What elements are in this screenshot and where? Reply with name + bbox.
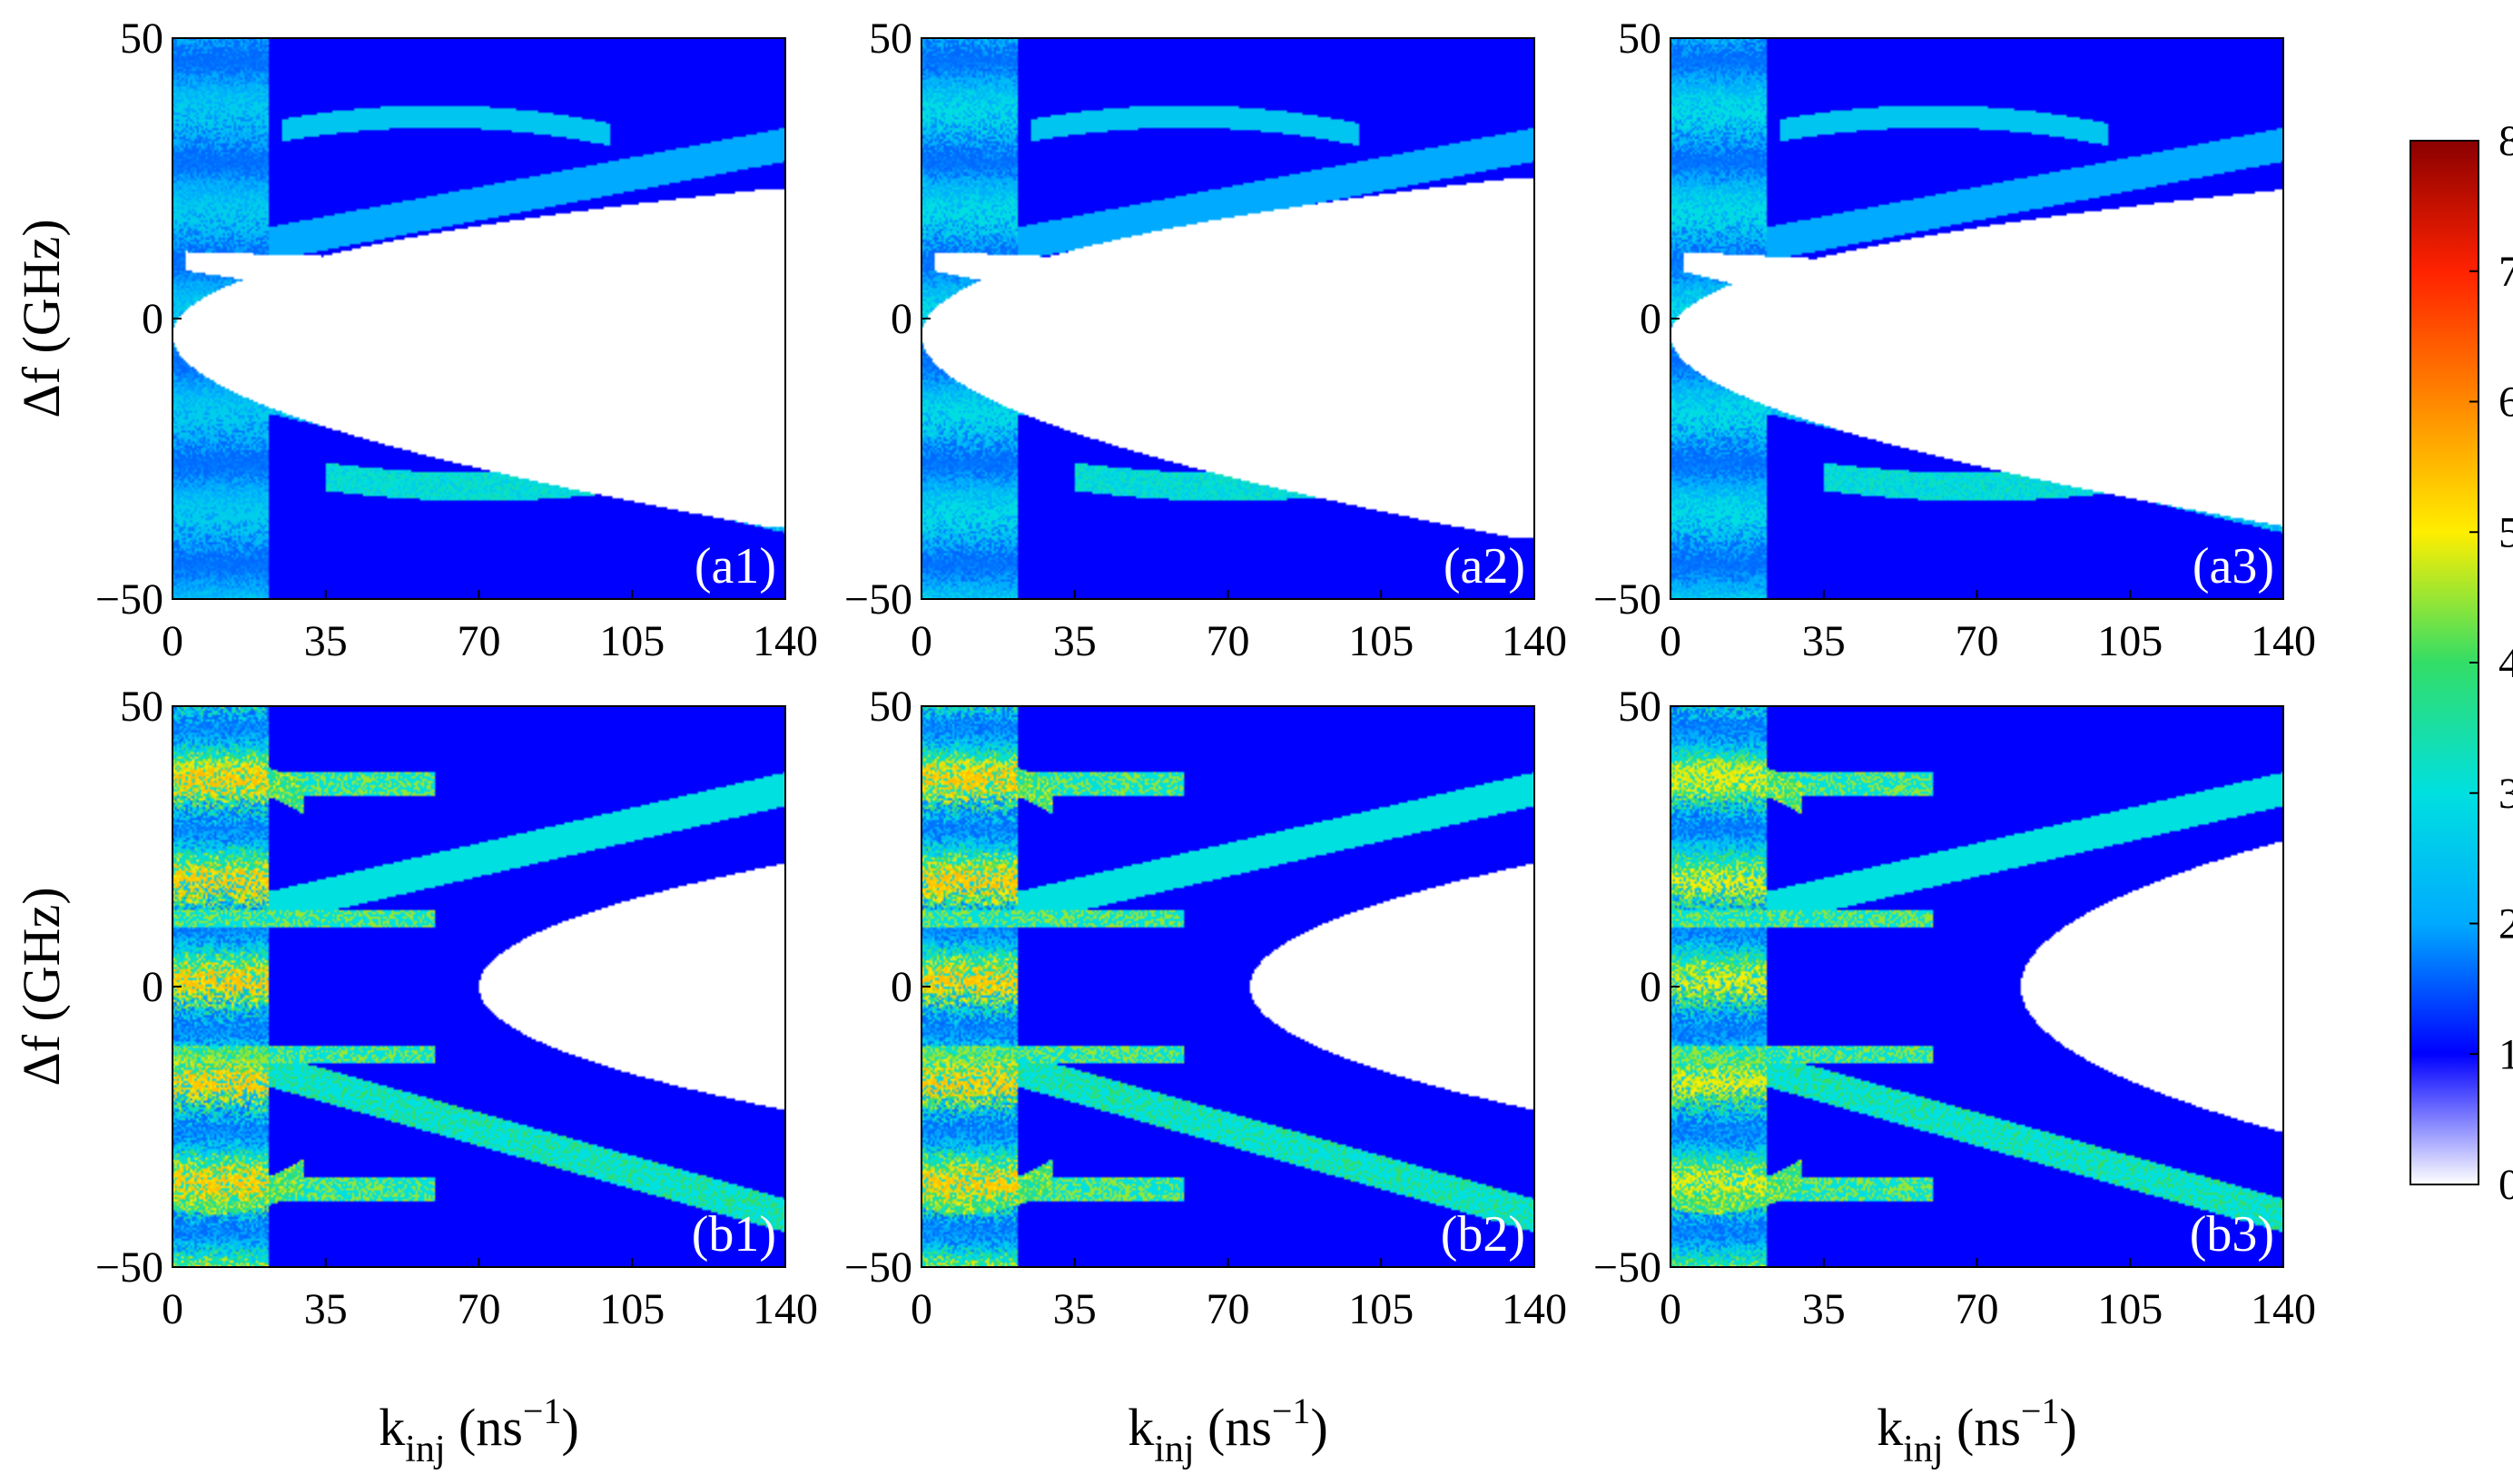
x-tick-label: 35 [304, 1285, 348, 1333]
colorbar-tick-label: 5 [2498, 508, 2513, 556]
colorbar: 0 1 2 3 4 5 6 7 8 [2410, 117, 2513, 1209]
y-tick-label: 50 [1618, 15, 1661, 63]
panel-label: (b2) [1441, 1206, 1525, 1263]
y-tick-label: 0 [1640, 295, 1661, 343]
panel-label: (b3) [2190, 1206, 2274, 1263]
y-tick-label: 0 [891, 295, 912, 343]
x-tick-label: 0 [1660, 1285, 1681, 1333]
y-tick-label: −50 [95, 575, 163, 624]
colorbar-bar [2410, 140, 2479, 1185]
x-tick-label: 70 [1956, 617, 1999, 665]
y-tick-label: 50 [120, 683, 163, 731]
heatmap-image [172, 706, 785, 1267]
colorbar-tick-label: 8 [2498, 117, 2513, 165]
x-tick-label: 70 [1207, 1285, 1250, 1333]
x-tick-label: 105 [1348, 1285, 1414, 1333]
x-tick-label: 105 [1348, 617, 1414, 665]
x-tick-label: 0 [1660, 617, 1681, 665]
y-tick-label: 50 [120, 15, 163, 63]
colorbar-tick-label: 3 [2498, 770, 2513, 818]
y-tick-label: −50 [844, 575, 912, 624]
x-tick-label: 0 [911, 617, 932, 665]
x-tick-label: 140 [2251, 617, 2316, 665]
colorbar-tick-label: 1 [2498, 1030, 2513, 1078]
y-tick-label: 50 [869, 683, 912, 731]
x-tick-label: 140 [1502, 1285, 1567, 1333]
x-tick-label: 70 [1207, 617, 1250, 665]
panel-label: (b1) [692, 1206, 776, 1263]
x-tick-label: 35 [1053, 1285, 1097, 1333]
panel-label: (a2) [1444, 538, 1525, 595]
heatmap-image [1670, 706, 2283, 1267]
x-tick-label: 105 [599, 1285, 665, 1333]
x-tick-label: 70 [458, 617, 501, 665]
x-axis-label: kinj (ns−1) [1877, 1391, 2077, 1470]
colorbar-tick-label: 2 [2498, 900, 2513, 948]
x-axis-label: kinj (ns−1) [1128, 1391, 1328, 1470]
heatmap-image [1670, 38, 2283, 599]
y-tick-label: 50 [1618, 683, 1661, 731]
y-tick-label: −50 [95, 1243, 163, 1292]
y-axis-label: Δf (GHz) [12, 219, 71, 418]
panel-label: (a1) [695, 538, 776, 595]
x-tick-label: 140 [2251, 1285, 2316, 1333]
y-tick-label: −50 [1593, 575, 1661, 624]
colorbar-tick-label: 6 [2498, 378, 2513, 427]
x-axis-label: kinj (ns−1) [379, 1391, 579, 1470]
x-tick-label: 140 [753, 1285, 818, 1333]
x-tick-label: 105 [2097, 617, 2163, 665]
heatmap-image [921, 706, 1534, 1267]
y-tick-label: −50 [844, 1243, 912, 1292]
y-axis-label: Δf (GHz) [12, 887, 71, 1086]
x-tick-label: 35 [304, 617, 348, 665]
x-tick-label: 35 [1802, 1285, 1846, 1333]
x-tick-label: 140 [1502, 617, 1567, 665]
x-tick-label: 70 [1956, 1285, 1999, 1333]
y-tick-label: 50 [869, 15, 912, 63]
y-tick-label: 0 [891, 963, 912, 1011]
x-tick-label: 35 [1053, 617, 1097, 665]
x-tick-label: 0 [911, 1285, 932, 1333]
panel-label: (a3) [2193, 538, 2274, 595]
y-tick-label: −50 [1593, 1243, 1661, 1292]
x-tick-label: 140 [753, 617, 818, 665]
y-tick-label: 0 [1640, 963, 1661, 1011]
x-tick-label: 0 [162, 617, 183, 665]
colorbar-tick-label: 7 [2498, 248, 2513, 296]
y-tick-label: 0 [142, 295, 163, 343]
x-tick-label: 0 [162, 1285, 183, 1333]
x-tick-label: 105 [2097, 1285, 2163, 1333]
x-tick-label: 105 [599, 617, 665, 665]
x-tick-label: 70 [458, 1285, 501, 1333]
x-tick-label: 35 [1802, 617, 1846, 665]
heatmap-image [921, 38, 1534, 599]
y-tick-label: 0 [142, 963, 163, 1011]
colorbar-tick-label: 0 [2498, 1161, 2513, 1209]
colorbar-tick-label: 4 [2498, 639, 2513, 687]
heatmap-image [172, 38, 785, 599]
